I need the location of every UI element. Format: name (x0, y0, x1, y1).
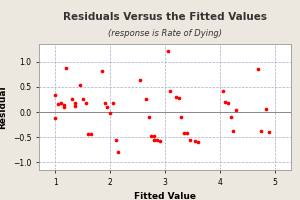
Point (256, 68, 260, 71)
Point (88, 132, 93, 135)
Point (64, 66, 69, 69)
Point (228, 115, 233, 119)
Point (267, 131, 272, 134)
Point (58, 102, 63, 105)
Point (53, 94, 58, 97)
Text: Residuals Versus the Fitted Values: Residuals Versus the Fitted Values (63, 12, 267, 22)
Point (70, 98, 74, 101)
Point (53, 116, 58, 120)
Point (174, 95, 178, 99)
Point (56, 103, 61, 106)
Point (157, 139, 162, 142)
Point (264, 107, 269, 110)
Point (184, 132, 189, 135)
Point (234, 108, 239, 111)
Point (100, 69, 104, 72)
Text: (response is Rate of Dying): (response is Rate of Dying) (108, 29, 222, 38)
Point (111, 101, 116, 105)
Point (182, 132, 187, 135)
Point (116, 151, 121, 154)
Point (105, 105, 110, 109)
Point (80, 98, 85, 101)
Point (168, 89, 173, 92)
Point (108, 111, 112, 115)
Point (143, 98, 148, 101)
Point (176, 96, 181, 100)
Point (179, 115, 184, 119)
Point (61, 104, 66, 107)
Point (72, 102, 77, 105)
Point (226, 101, 230, 105)
Point (113, 138, 118, 141)
Point (61, 105, 66, 109)
Point (138, 79, 143, 82)
X-axis label: Fitted Value: Fitted Value (134, 192, 196, 200)
Point (165, 49, 170, 52)
Point (259, 130, 263, 133)
Point (196, 141, 200, 144)
Point (223, 100, 228, 104)
Y-axis label: Residual: Residual (0, 85, 7, 129)
Point (220, 89, 225, 92)
Point (231, 130, 236, 133)
Point (102, 101, 107, 105)
Point (72, 104, 77, 108)
Point (152, 134, 156, 137)
Point (146, 115, 151, 119)
Point (83, 101, 88, 105)
Point (193, 140, 197, 143)
Point (78, 84, 82, 87)
Point (152, 138, 156, 141)
Point (149, 134, 154, 137)
Point (154, 138, 159, 141)
Point (86, 132, 91, 135)
Point (187, 138, 192, 141)
